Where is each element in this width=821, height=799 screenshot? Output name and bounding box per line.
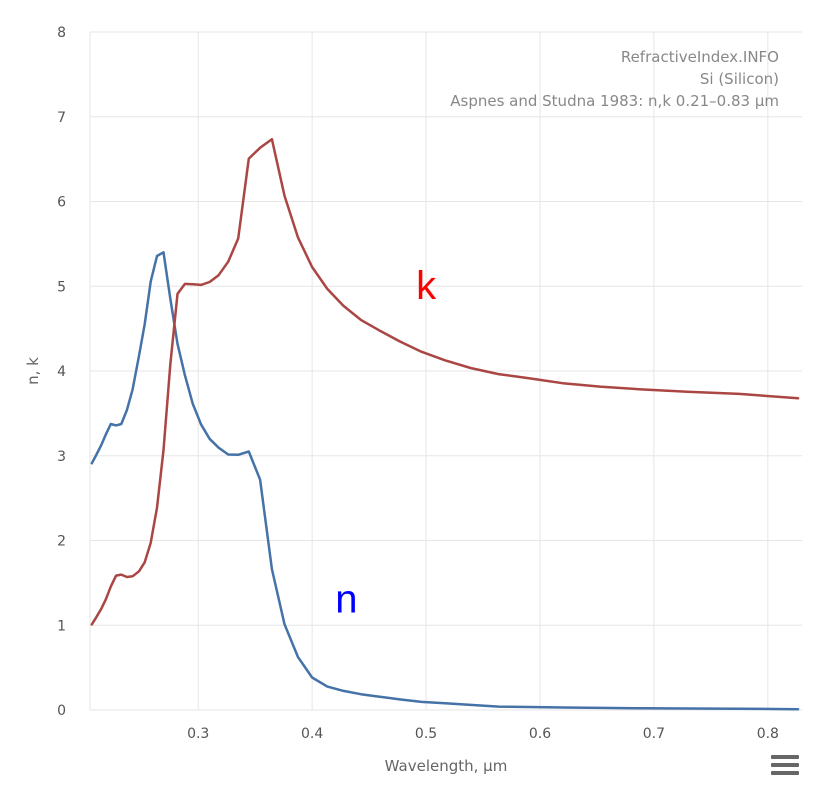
hamburger-menu-icon[interactable] [767, 751, 803, 779]
y-tick-label: 5 [57, 279, 66, 295]
y-tick-label: 1 [57, 618, 66, 634]
series [90, 137, 800, 711]
series-line-k [90, 137, 800, 626]
y-tick-label: 3 [57, 449, 66, 465]
grid [89, 31, 802, 711]
y-tick-label: 7 [57, 110, 66, 126]
y-axis-title: n, k [24, 357, 42, 385]
credit-line: Si (Silicon) [700, 70, 779, 88]
chart-credits: RefractiveIndex.INFO Si (Silicon) Aspnes a… [450, 48, 779, 110]
credit-line: RefractiveIndex.INFO [621, 48, 779, 66]
series-label-k: k [416, 264, 437, 308]
series-line-n [90, 251, 800, 711]
x-tick-label: 0.4 [301, 726, 323, 742]
axes: 0.3 0.4 0.5 0.6 0.7 0.8 0 1 2 3 4 5 6 7 8 [57, 25, 779, 742]
series-label-n: n [335, 578, 357, 622]
y-tick-label: 6 [57, 195, 66, 211]
series-labels: nk [335, 264, 437, 622]
y-tick-label: 2 [57, 534, 66, 550]
x-tick-label: 0.6 [529, 726, 551, 742]
x-tick-label: 0.8 [757, 726, 779, 742]
y-tick-label: 0 [57, 703, 66, 719]
x-tick-label: 0.3 [187, 726, 209, 742]
y-tick-label: 4 [57, 364, 66, 380]
x-tick-label: 0.7 [643, 726, 665, 742]
x-axis-title: Wavelength, µm [385, 757, 508, 775]
credit-line: Aspnes and Studna 1983: n,k 0.21–0.83 µm [450, 92, 779, 110]
x-tick-label: 0.5 [415, 726, 437, 742]
y-tick-label: 8 [57, 25, 66, 41]
